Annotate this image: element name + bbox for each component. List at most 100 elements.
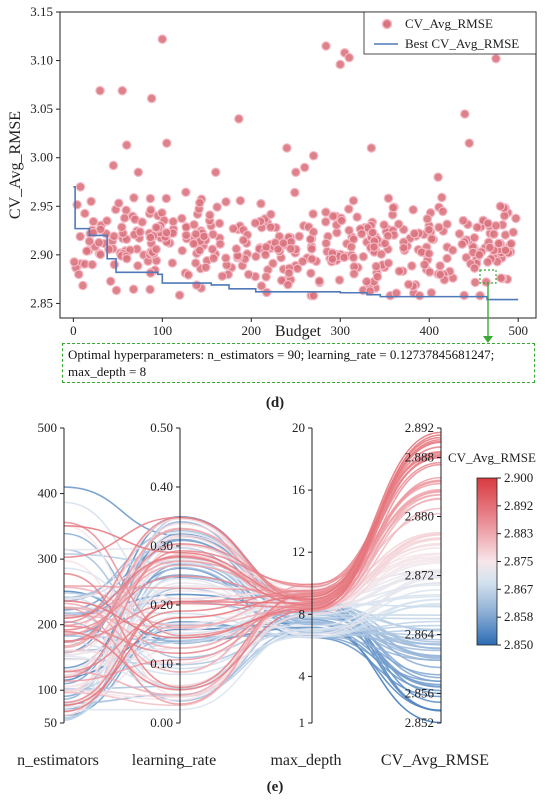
axis-tick-label: 50	[44, 715, 57, 730]
colorbar-tick-label: 2.883	[504, 526, 533, 541]
scatter-point	[212, 202, 222, 212]
scatter-point	[499, 211, 510, 221]
scatter-point	[73, 269, 84, 280]
scatter-point	[256, 198, 266, 209]
x-tick-label: 300	[331, 323, 351, 338]
scatter-point	[215, 239, 225, 249]
scatter-point	[137, 217, 147, 227]
scatter-point	[422, 214, 433, 224]
scatter-point	[188, 238, 199, 249]
axis-tick-label: 100	[38, 682, 58, 697]
scatter-point	[78, 280, 88, 291]
x-tick-label: 200	[242, 323, 262, 338]
scatter-point	[472, 222, 482, 233]
parallel-axes: 500 400 300 200 100 50 n_estimators 0.50 0.40 0.3…	[17, 420, 489, 769]
scatter-point	[290, 167, 301, 178]
scatter-point	[221, 253, 231, 263]
scatter-point	[285, 243, 296, 254]
scatter-point	[194, 197, 205, 208]
scatter-point	[231, 244, 242, 254]
legend-box	[363, 11, 537, 55]
scatter-point	[426, 234, 437, 244]
scatter-point	[109, 259, 120, 270]
axis-tick-label: 2.864	[405, 627, 435, 642]
colorbar-title: CV_Avg_RMSE	[448, 450, 536, 465]
scatter-point	[470, 277, 480, 288]
trial-line	[63, 624, 442, 717]
scatter-point	[208, 229, 218, 240]
best-rmse-line	[73, 186, 519, 301]
x-tick-label: 400	[419, 323, 439, 338]
scatter-point	[177, 213, 187, 224]
scatter-point	[308, 290, 319, 301]
trial-line	[63, 570, 442, 708]
scatter-point	[145, 284, 155, 295]
scatter-point	[109, 231, 119, 242]
scatter-point	[475, 290, 485, 301]
scatter-point	[343, 204, 354, 214]
scatter-point	[273, 244, 283, 254]
trial-line	[63, 441, 442, 691]
scatter-point	[433, 172, 443, 182]
legend-label-scatter: CV_Avg_RMSE	[405, 16, 493, 31]
axis-tick-label: 0.20	[150, 597, 173, 612]
scatter-point	[146, 93, 157, 104]
axis-tick-label: 4	[299, 668, 306, 683]
scatter-point	[261, 272, 271, 282]
scatter-point	[409, 228, 420, 239]
scatter-point	[174, 290, 185, 300]
axis-name: n_estimators	[17, 752, 99, 769]
scatter-point	[151, 222, 162, 233]
scatter-point	[314, 276, 325, 286]
scatter-point	[105, 276, 116, 287]
scatter-point	[459, 290, 469, 301]
scatter-point	[407, 261, 417, 271]
scatter-point	[151, 244, 161, 255]
legend: CV_Avg_RMSE Best CV_Avg_RMSE	[363, 11, 537, 55]
axis-tick-label: 2.852	[405, 715, 434, 730]
scatter-point	[438, 206, 448, 217]
trial-line	[63, 436, 442, 601]
axis-name: learning_rate	[132, 752, 216, 769]
scatter-point	[181, 187, 191, 198]
scatter-point	[491, 220, 501, 231]
scatter-point	[69, 257, 80, 267]
scatter-point	[495, 201, 506, 212]
scatter-point	[435, 261, 445, 271]
axis-tick-label: 20	[292, 420, 305, 435]
scatter-point	[371, 261, 382, 272]
trial-line	[63, 454, 442, 642]
scatter-point	[199, 231, 209, 242]
scatter-point	[414, 290, 425, 301]
scatter-point	[260, 249, 271, 260]
colorbar-ticks: 2.900 2.892 2.883 2.875 2.867 2.858 2.850	[497, 470, 534, 652]
axis-tick-label: 0.30	[150, 538, 173, 553]
y-tick-label: 2.90	[30, 247, 53, 262]
scatter-point	[238, 235, 249, 246]
scatter-point	[283, 279, 293, 290]
scatter-point	[72, 199, 82, 210]
scatter-point	[308, 209, 318, 219]
scatter-point	[358, 251, 369, 262]
scatter-point	[426, 287, 437, 298]
scatter-point	[104, 244, 114, 255]
scatter-point	[88, 216, 99, 227]
scatter-point	[361, 276, 372, 287]
scatter-point	[265, 222, 276, 232]
scatter-point	[367, 227, 378, 238]
scatter-point	[75, 182, 86, 192]
scatter-point	[308, 150, 319, 161]
scatter-point	[379, 220, 389, 230]
scatter-point	[243, 269, 254, 280]
scatter-point	[344, 52, 354, 63]
scatter-point	[348, 252, 359, 263]
scatter-point	[145, 232, 156, 243]
y-tick-label: 3.15	[30, 4, 53, 19]
scatter-point	[424, 224, 434, 235]
scatter-point	[344, 225, 354, 236]
panel-label-e: (e)	[267, 779, 284, 795]
scatter-point	[235, 195, 246, 206]
scatter-panel: 0 100 200 300 400 500 2.85 2.90 2.95 3.00 3.05 3.1…	[7, 4, 537, 411]
axis-tick-label: 2.880	[405, 509, 434, 524]
trial-line	[63, 537, 442, 698]
